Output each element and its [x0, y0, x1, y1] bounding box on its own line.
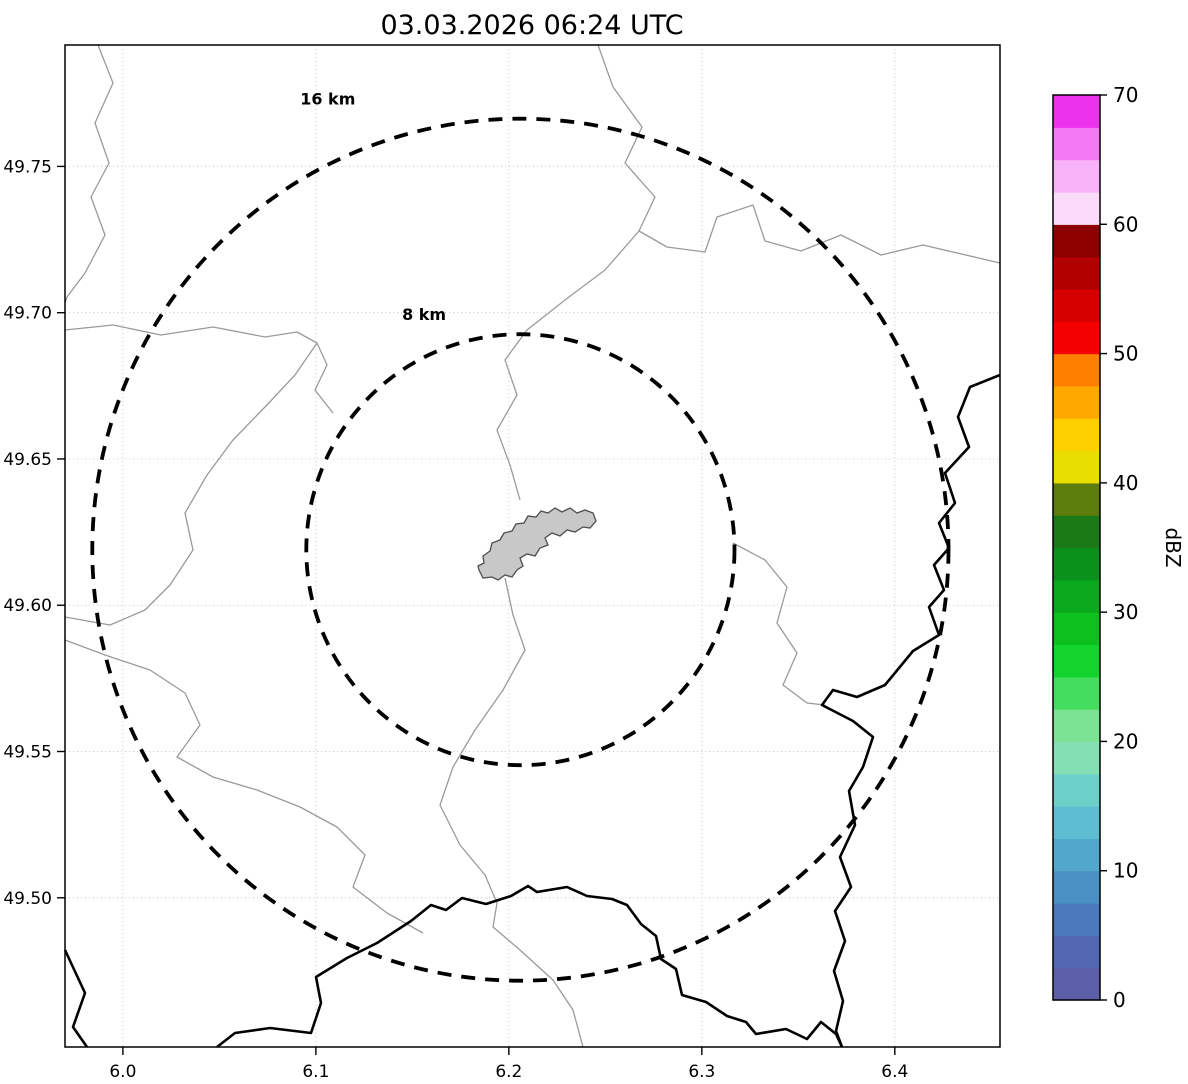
- range-ring-label-8km: 8 km: [402, 305, 446, 324]
- colorbar-segment: [1053, 676, 1100, 710]
- river-line: [64, 639, 424, 934]
- colorbar-segment: [1053, 256, 1100, 290]
- x-axis-tick-label: 6.1: [302, 1062, 329, 1082]
- colorbar-segment: [1053, 709, 1100, 743]
- colorbar-segment: [1053, 515, 1100, 549]
- colorbar-segment: [1053, 644, 1100, 678]
- river-line: [64, 44, 114, 304]
- colorbar-segment: [1053, 870, 1100, 904]
- city-boundary-polygon: [477, 507, 597, 581]
- colorbar-tick-label: 20: [1113, 729, 1138, 753]
- colorbar-segment: [1053, 353, 1100, 387]
- colorbar-segment: [1053, 95, 1100, 128]
- colorbar-tick-label: 70: [1113, 83, 1138, 107]
- colorbar-tick-label: 0: [1113, 988, 1126, 1012]
- river-line: [64, 342, 318, 626]
- colorbar-segment: [1053, 741, 1100, 775]
- colorbar-segment: [1053, 935, 1100, 969]
- colorbar-segment: [1053, 903, 1100, 936]
- colorbar-segment: [1053, 482, 1100, 516]
- colorbar-segment: [1053, 612, 1100, 646]
- y-axis-tick-label: 49.75: [3, 157, 52, 177]
- colorbar-segment: [1053, 321, 1100, 355]
- colorbar-segment: [1053, 967, 1100, 1001]
- colorbar-segment: [1053, 159, 1100, 193]
- country-border-line: [63, 949, 89, 1048]
- river-line: [64, 324, 334, 414]
- range-ring-8km: [304, 332, 737, 768]
- colorbar-segment: [1053, 773, 1100, 807]
- colorbar-segment: [1053, 224, 1100, 258]
- y-axis-tick-label: 49.50: [3, 889, 52, 909]
- colorbar-segment: [1053, 579, 1100, 613]
- colorbar-segment: [1053, 385, 1100, 419]
- x-axis-tick-label: 6.4: [881, 1062, 908, 1082]
- colorbar-tick-label: 40: [1113, 471, 1138, 495]
- plot-frame: [64, 44, 1001, 1048]
- colorbar-segment: [1053, 288, 1100, 322]
- river-line: [597, 44, 1001, 264]
- colorbar-tick-label: 10: [1113, 859, 1138, 883]
- colorbar-tick-label: 30: [1113, 600, 1138, 624]
- colorbar-segment: [1053, 806, 1100, 839]
- colorbar-segment: [1053, 418, 1100, 452]
- river-line: [439, 577, 584, 1048]
- y-axis-tick-label: 49.70: [3, 304, 52, 324]
- y-axis-tick-label: 49.65: [3, 450, 52, 470]
- y-axis-tick-label: 49.55: [3, 743, 52, 763]
- x-axis-tick-label: 6.2: [495, 1062, 522, 1082]
- colorbar-segment: [1053, 450, 1100, 484]
- x-axis-tick-label: 6.3: [688, 1062, 715, 1082]
- colorbar-axis-label: dBZ: [1161, 527, 1185, 567]
- colorbar-tick-label: 50: [1113, 342, 1138, 366]
- colorbar-segment: [1053, 547, 1100, 581]
- range-ring-label-16km: 16 km: [300, 90, 355, 109]
- colorbar-tick-label: 60: [1113, 212, 1138, 236]
- river-line: [732, 542, 826, 706]
- country-border-line: [216, 884, 844, 1049]
- plot-title: 03.03.2026 06:24 UTC: [380, 10, 683, 41]
- river-line: [496, 230, 640, 501]
- x-axis-tick-label: 6.0: [109, 1062, 136, 1082]
- colorbar-outline: [1052, 94, 1101, 1001]
- colorbar-segment: [1053, 127, 1100, 161]
- colorbar-segment: [1053, 838, 1100, 872]
- colorbar-segment: [1053, 191, 1100, 225]
- range-ring-16km: [90, 116, 951, 983]
- y-axis-tick-label: 49.60: [3, 596, 52, 616]
- country-border-line: [820, 373, 1001, 1048]
